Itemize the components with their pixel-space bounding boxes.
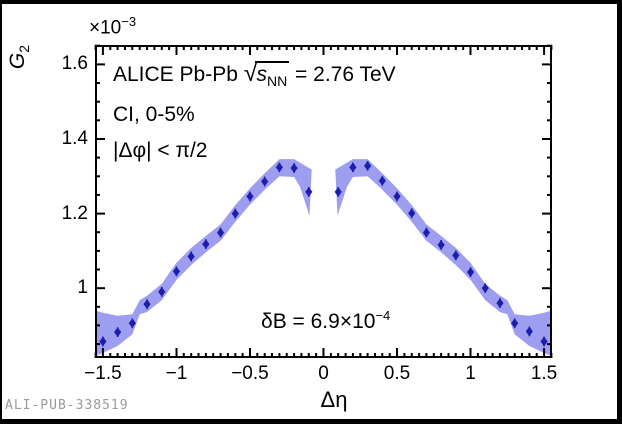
x-axis-title: Δη (320, 387, 348, 412)
data-point-diamond (275, 162, 283, 173)
annotation-centrality: CI, 0-5% (113, 103, 195, 126)
canvas-border-left (0, 0, 2, 424)
annotation-alice-system: ALICE Pb-Pb √sNN = 2.76 TeV (113, 59, 396, 90)
data-point-diamond (525, 326, 533, 337)
data-point-diamond (378, 175, 386, 186)
y-title-letter: G (6, 52, 29, 70)
y-tick-label: 1 (77, 277, 88, 299)
data-point-diamond (158, 287, 166, 297)
alice-text-suffix: = 2.76 TeV (289, 63, 396, 86)
x-tick-label: −1 (165, 363, 188, 384)
data-point-diamond (496, 298, 504, 308)
canvas-border-top (0, 0, 622, 4)
data-point-diamond (349, 162, 357, 173)
uncertainty-band-right (335, 159, 552, 356)
alice-text-prefix: ALICE Pb-Pb (113, 63, 244, 86)
data-point-diamond (202, 239, 210, 249)
x-tick-label: 1.5 (530, 363, 558, 384)
data-point-diamond (128, 318, 136, 329)
y-tick-label: 1.4 (61, 127, 88, 149)
x-tick-label: 0.5 (383, 363, 411, 384)
data-point-diamond (99, 336, 107, 347)
figure-watermark: ALI-PUB-338519 (5, 398, 129, 413)
data-point-diamond (364, 161, 372, 171)
x-tick-label: 0 (318, 363, 329, 384)
data-point-diamond (143, 299, 151, 309)
data-point-diamond (393, 191, 401, 202)
data-point-diamond (408, 208, 416, 218)
snn-subscript: NN (266, 73, 288, 90)
data-point-diamond (437, 240, 445, 250)
y-axis-title: G2 (6, 40, 32, 74)
data-point-diamond (305, 187, 313, 197)
delta-b-base: δB = 6.9×10 (261, 310, 376, 333)
data-point-diamond (187, 251, 195, 262)
data-point-diamond (540, 336, 548, 347)
snn-symbol: s (256, 63, 267, 86)
multiplier-exponent: −3 (121, 14, 137, 29)
data-point-diamond (422, 227, 431, 238)
data-point-diamond (216, 227, 225, 238)
data-point-diamond (334, 187, 342, 197)
data-point-diamond (246, 191, 254, 202)
data-point-diamond (511, 318, 519, 329)
annotation-phi-cut: |Δφ| < π/2 (113, 139, 208, 162)
x-tick-label: −1.5 (84, 363, 122, 384)
data-point-diamond (261, 176, 269, 187)
canvas-border-bottom (0, 419, 622, 424)
sqrt-argument: sNN (255, 61, 290, 90)
y-tick-label: 1.2 (61, 202, 88, 224)
data-point-diamond (231, 208, 239, 219)
sqrt-icon: √ (243, 59, 258, 87)
data-point-diamond (172, 266, 181, 277)
x-tick-label: −0.5 (231, 363, 269, 384)
data-point-diamond (452, 250, 460, 261)
data-point-diamond (114, 327, 122, 337)
data-point-diamond (466, 267, 475, 277)
multiplier-base: ×10 (89, 17, 122, 39)
uncertainty-band-left (95, 159, 312, 356)
x-tick-label: 1 (465, 363, 476, 384)
delta-b-exponent: −4 (375, 308, 391, 323)
y-tick-label: 1.6 (61, 53, 88, 75)
canvas-border-right (617, 0, 622, 424)
y-axis-multiplier: ×10−3 (89, 14, 137, 39)
data-point-diamond (290, 163, 298, 173)
data-point-diamond (481, 283, 489, 293)
y-title-subscript: 2 (16, 44, 33, 53)
annotation-delta-b: δB = 6.9×10−4 (261, 308, 391, 333)
